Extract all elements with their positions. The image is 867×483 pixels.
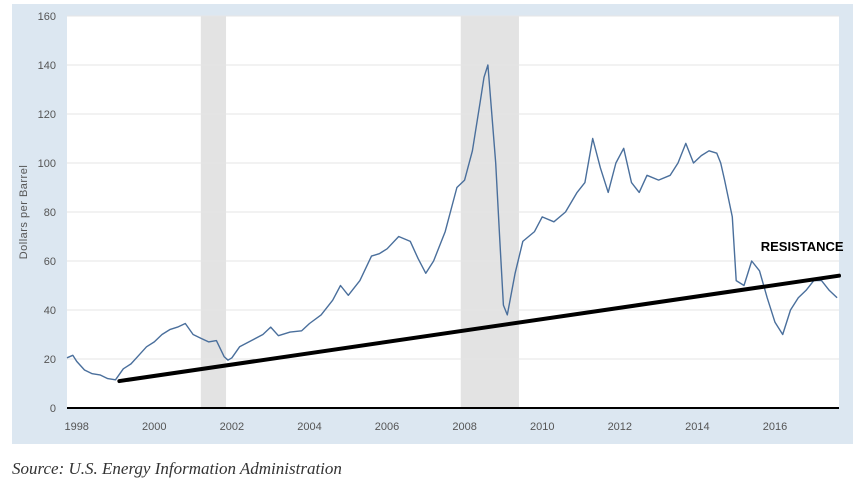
x-tick-label-2012: 2012	[608, 421, 632, 433]
y-tick-label-20: 20	[44, 354, 56, 366]
x-tick-label-2008: 2008	[452, 421, 476, 433]
y-tick-label-0: 0	[50, 403, 56, 415]
y-tick-label-40: 40	[44, 305, 56, 317]
oil-price-chart: 0 20 40 60 80 100 120 140 160 1998 2000 2002 2004 20…	[18, 11, 844, 433]
x-tick-label-2006: 2006	[375, 421, 399, 433]
y-tick-label-160: 160	[38, 11, 56, 23]
x-tick-label-2014: 2014	[685, 421, 709, 433]
resistance-trendline	[117, 273, 841, 384]
y-tick-label-100: 100	[38, 158, 56, 170]
y-axis-title: Dollars per Barrel	[18, 165, 30, 260]
x-tick-label-1998: 1998	[64, 421, 88, 433]
y-tick-label-80: 80	[44, 207, 56, 219]
trendline-layer	[117, 273, 841, 384]
price-series-line	[66, 64, 838, 381]
x-tick-label-2004: 2004	[297, 421, 321, 433]
chart-frame: 0 20 40 60 80 100 120 140 160 1998 2000 2002 2004 20…	[12, 4, 853, 444]
y-tick-label-120: 120	[38, 109, 56, 121]
x-tick-labels: 1998 2000 2002 2004 2006 2008 2010 2012 2014 2016	[64, 421, 787, 433]
source-caption: Source: U.S. Energy Information Administ…	[12, 459, 342, 478]
y-tick-label-60: 60	[44, 256, 56, 268]
x-tick-label-2002: 2002	[220, 421, 244, 433]
annotations: RESISTANCE	[761, 239, 844, 254]
x-tick-label-2016: 2016	[763, 421, 787, 433]
x-tick-label-2000: 2000	[142, 421, 166, 433]
series-layer	[66, 64, 838, 381]
y-tick-label-140: 140	[38, 60, 56, 72]
annotation-label-0: RESISTANCE	[761, 239, 844, 254]
gridlines	[67, 15, 839, 360]
y-tick-labels: 0 20 40 60 80 100 120 140 160	[38, 11, 56, 415]
x-tick-label-2010: 2010	[530, 421, 554, 433]
